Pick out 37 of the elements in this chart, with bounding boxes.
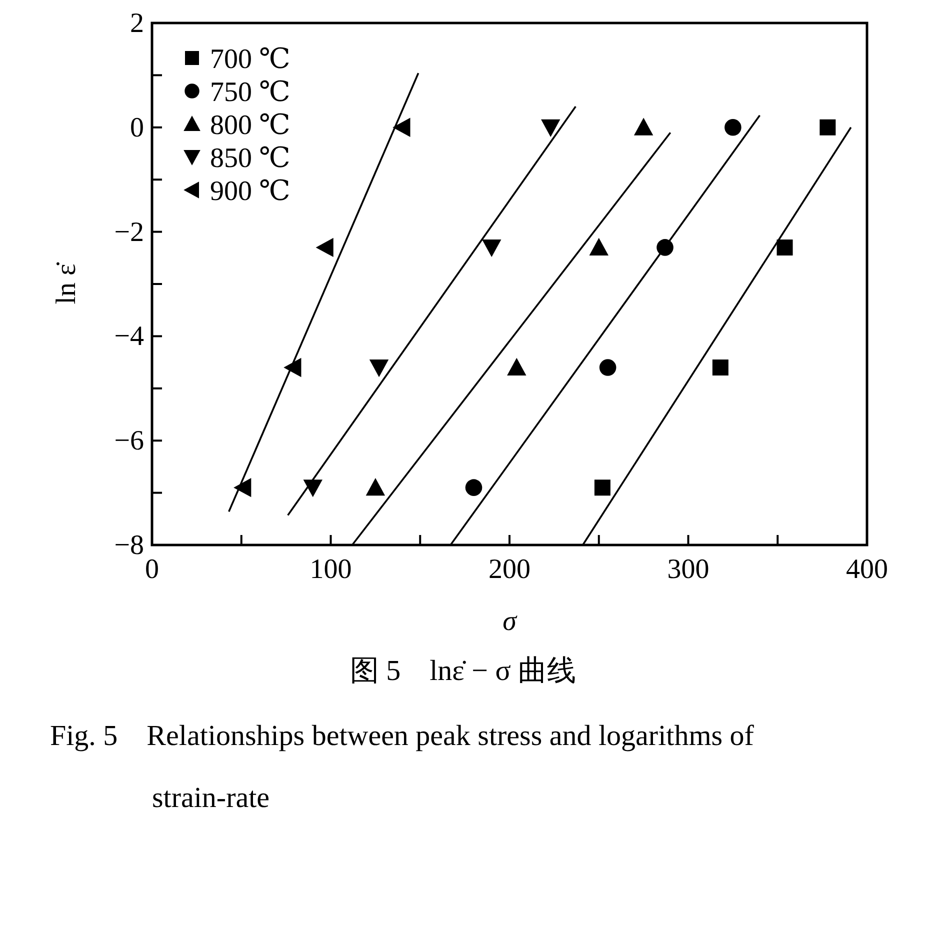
point — [366, 478, 386, 496]
point — [369, 360, 389, 378]
point — [634, 118, 654, 136]
y-tick-label: 2 — [130, 8, 144, 39]
point — [303, 480, 322, 498]
point — [482, 239, 502, 258]
point — [589, 238, 608, 256]
y-axis-title: ln ε̇ — [51, 262, 82, 304]
point — [316, 238, 334, 258]
legend-label: 700 ℃ — [210, 44, 290, 75]
point — [712, 360, 728, 376]
legend-label: 900 ℃ — [210, 176, 290, 207]
point — [776, 239, 793, 256]
caption: Fig. 5 Relationships between peak stress and logarithms of strain-rate — [50, 720, 754, 814]
y-tick-label: 0 — [130, 112, 144, 144]
text: 图 5 lnε̇ − σ 曲线 — [350, 655, 576, 687]
point — [724, 119, 742, 136]
point — [392, 118, 410, 137]
point — [465, 479, 482, 496]
point — [541, 119, 560, 137]
x-tick-label: 300 — [667, 554, 710, 585]
y-tick-label: −4 — [114, 321, 144, 352]
x-tick-label: 100 — [310, 554, 352, 585]
y-tick-label: −6 — [114, 426, 144, 457]
y-tick-label: −2 — [114, 216, 144, 248]
point — [820, 119, 836, 136]
point — [507, 358, 526, 376]
y-tick-label: −8 — [114, 530, 144, 561]
legend-label: 800 ℃ — [210, 110, 290, 141]
point — [234, 478, 252, 498]
x-tick-label: 400 — [846, 554, 888, 585]
legend-label: 850 ℃ — [210, 143, 290, 174]
point — [599, 359, 616, 376]
x-axis-title: σ — [502, 606, 518, 637]
x-tick-label: 200 — [488, 554, 530, 585]
legend-label: 750 ℃ — [210, 77, 290, 108]
point — [594, 480, 610, 496]
